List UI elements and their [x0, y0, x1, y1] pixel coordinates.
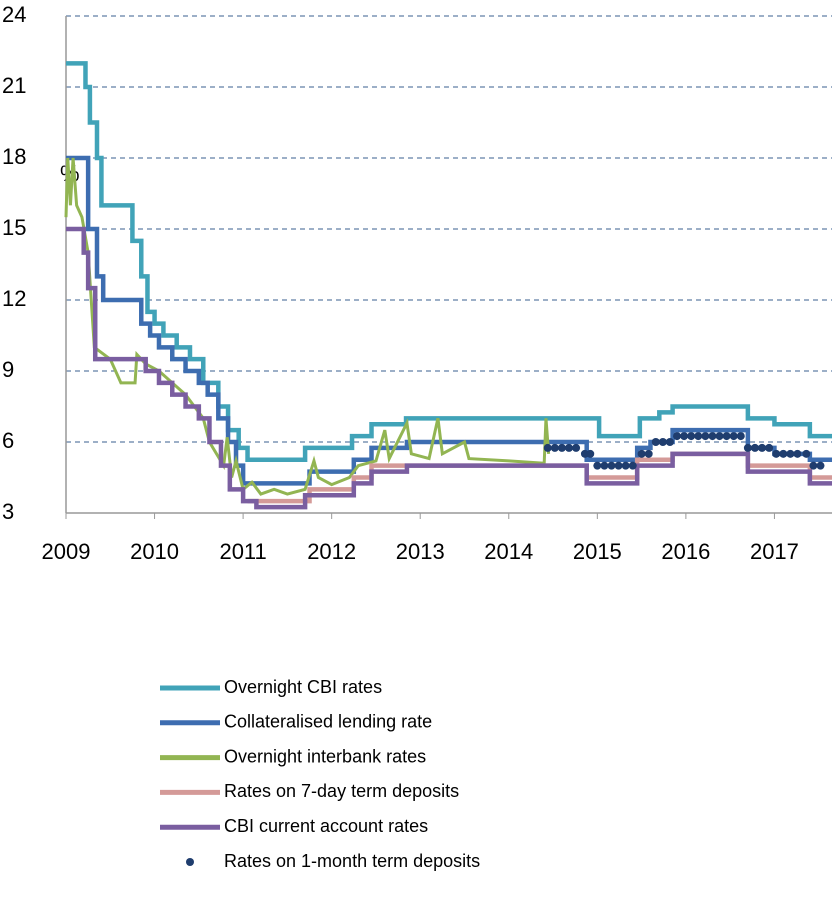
dot: [665, 438, 674, 446]
x-tick-label: 2014: [484, 539, 533, 564]
dot: [708, 432, 717, 441]
dot: [772, 449, 781, 458]
dot: [557, 443, 566, 452]
dot: [637, 449, 646, 458]
dot: [809, 461, 818, 470]
y-tick-label: 18: [2, 144, 26, 169]
dot: [793, 449, 802, 458]
y-tick-label: 3: [2, 499, 14, 524]
dot: [572, 443, 581, 452]
legend-label: Rates on 7-day term deposits: [224, 781, 459, 801]
dot: [779, 449, 788, 458]
dot: [736, 432, 745, 441]
series-line: [66, 226, 832, 510]
dot: [765, 443, 774, 452]
dot: [816, 461, 825, 470]
dot: [715, 432, 724, 441]
x-tick-label: 2010: [130, 539, 179, 564]
x-tick-label: 2016: [661, 539, 710, 564]
series-line: [66, 61, 832, 462]
legend-label: Rates on 1-month term deposits: [224, 851, 480, 871]
legend-label: CBI current account rates: [224, 816, 428, 836]
dot: [750, 443, 759, 452]
dot: [694, 432, 703, 441]
dot: [701, 432, 710, 441]
dot: [600, 461, 609, 470]
legend-label: Overnight interbank rates: [224, 746, 426, 766]
dot: [722, 432, 731, 441]
dot: [802, 449, 811, 458]
x-tick-label: 2013: [396, 539, 445, 564]
dot: [658, 438, 667, 446]
legend-label: Overnight CBI rates: [224, 677, 382, 697]
dot: [680, 432, 689, 441]
dot: [644, 449, 653, 458]
y-tick-label: 12: [2, 286, 26, 311]
dot: [593, 461, 602, 470]
dot: [743, 443, 752, 452]
x-tick-label: 2017: [750, 539, 799, 564]
dot: [586, 449, 595, 458]
legend-marker: [186, 858, 194, 866]
dot: [687, 432, 696, 441]
dot: [550, 443, 559, 452]
series-line: [247, 451, 832, 504]
y-tick-label: 9: [2, 357, 14, 382]
legend-label: Collateralised lending rate: [224, 712, 432, 732]
dot: [621, 461, 630, 470]
x-tick-label: 2009: [42, 539, 91, 564]
dot: [564, 443, 573, 452]
x-tick-label: 2012: [307, 539, 356, 564]
y-tick-label: 15: [2, 215, 26, 240]
y-tick-label: 24: [2, 2, 26, 27]
x-tick-label: 2015: [573, 539, 622, 564]
dot: [651, 438, 660, 446]
dot: [607, 461, 616, 470]
y-tick-label: 21: [2, 73, 26, 98]
dot: [614, 461, 623, 470]
x-tick-label: 2011: [219, 539, 266, 564]
y-tick-label: 6: [2, 428, 14, 453]
dot: [673, 432, 682, 441]
dot: [786, 449, 795, 458]
dot: [758, 443, 767, 452]
dot: [543, 443, 552, 452]
dot: [628, 461, 637, 470]
dot: [729, 432, 738, 441]
